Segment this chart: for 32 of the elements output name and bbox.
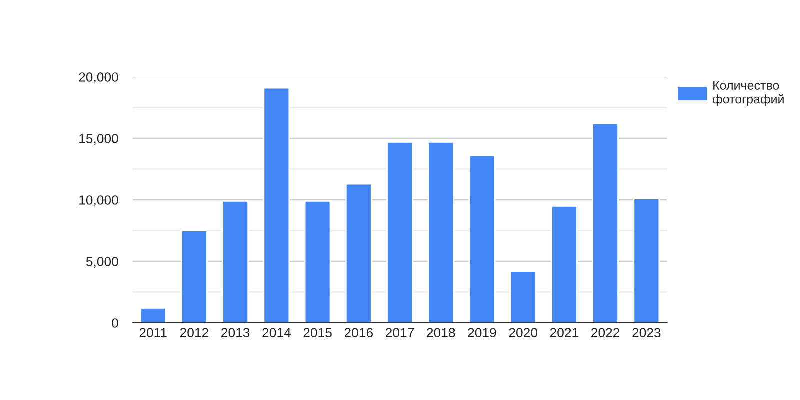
y-tick-label: 5,000 bbox=[86, 257, 118, 268]
bar bbox=[140, 308, 167, 323]
bar bbox=[386, 141, 414, 323]
legend-label: Количество фотографий bbox=[713, 81, 784, 106]
bar bbox=[550, 205, 578, 323]
y-tick-label: 15,000 bbox=[80, 134, 118, 145]
y-tick-label: 20,000 bbox=[79, 72, 118, 84]
x-tick-label: 2023 bbox=[632, 328, 661, 338]
x-tick-label: 2012 bbox=[180, 328, 208, 338]
x-tick-label: 2011 bbox=[140, 328, 167, 338]
x-tick-label: 2013 bbox=[222, 328, 250, 338]
bar bbox=[633, 198, 660, 323]
bar bbox=[263, 87, 290, 323]
bar bbox=[304, 200, 332, 323]
y-tick-label: 10,000 bbox=[80, 196, 118, 206]
bar bbox=[345, 183, 372, 323]
x-tick-label: 2018 bbox=[427, 328, 456, 338]
bar bbox=[428, 141, 455, 323]
x-tick-label: 2015 bbox=[304, 328, 332, 338]
bar bbox=[468, 155, 496, 323]
bar bbox=[510, 270, 537, 323]
x-tick-label: 2014 bbox=[262, 328, 291, 338]
x-tick-label: 2016 bbox=[344, 328, 373, 338]
bar bbox=[181, 230, 208, 323]
x-tick-label: 2017 bbox=[386, 328, 414, 338]
y-tick-label: 0 bbox=[112, 318, 118, 328]
x-tick-label: 2020 bbox=[509, 328, 538, 338]
bar bbox=[592, 123, 619, 323]
x-tick-label: 2019 bbox=[468, 328, 496, 338]
bar bbox=[222, 200, 250, 323]
x-tick-label: 2022 bbox=[592, 328, 620, 338]
x-tick-label: 2021 bbox=[550, 328, 578, 338]
